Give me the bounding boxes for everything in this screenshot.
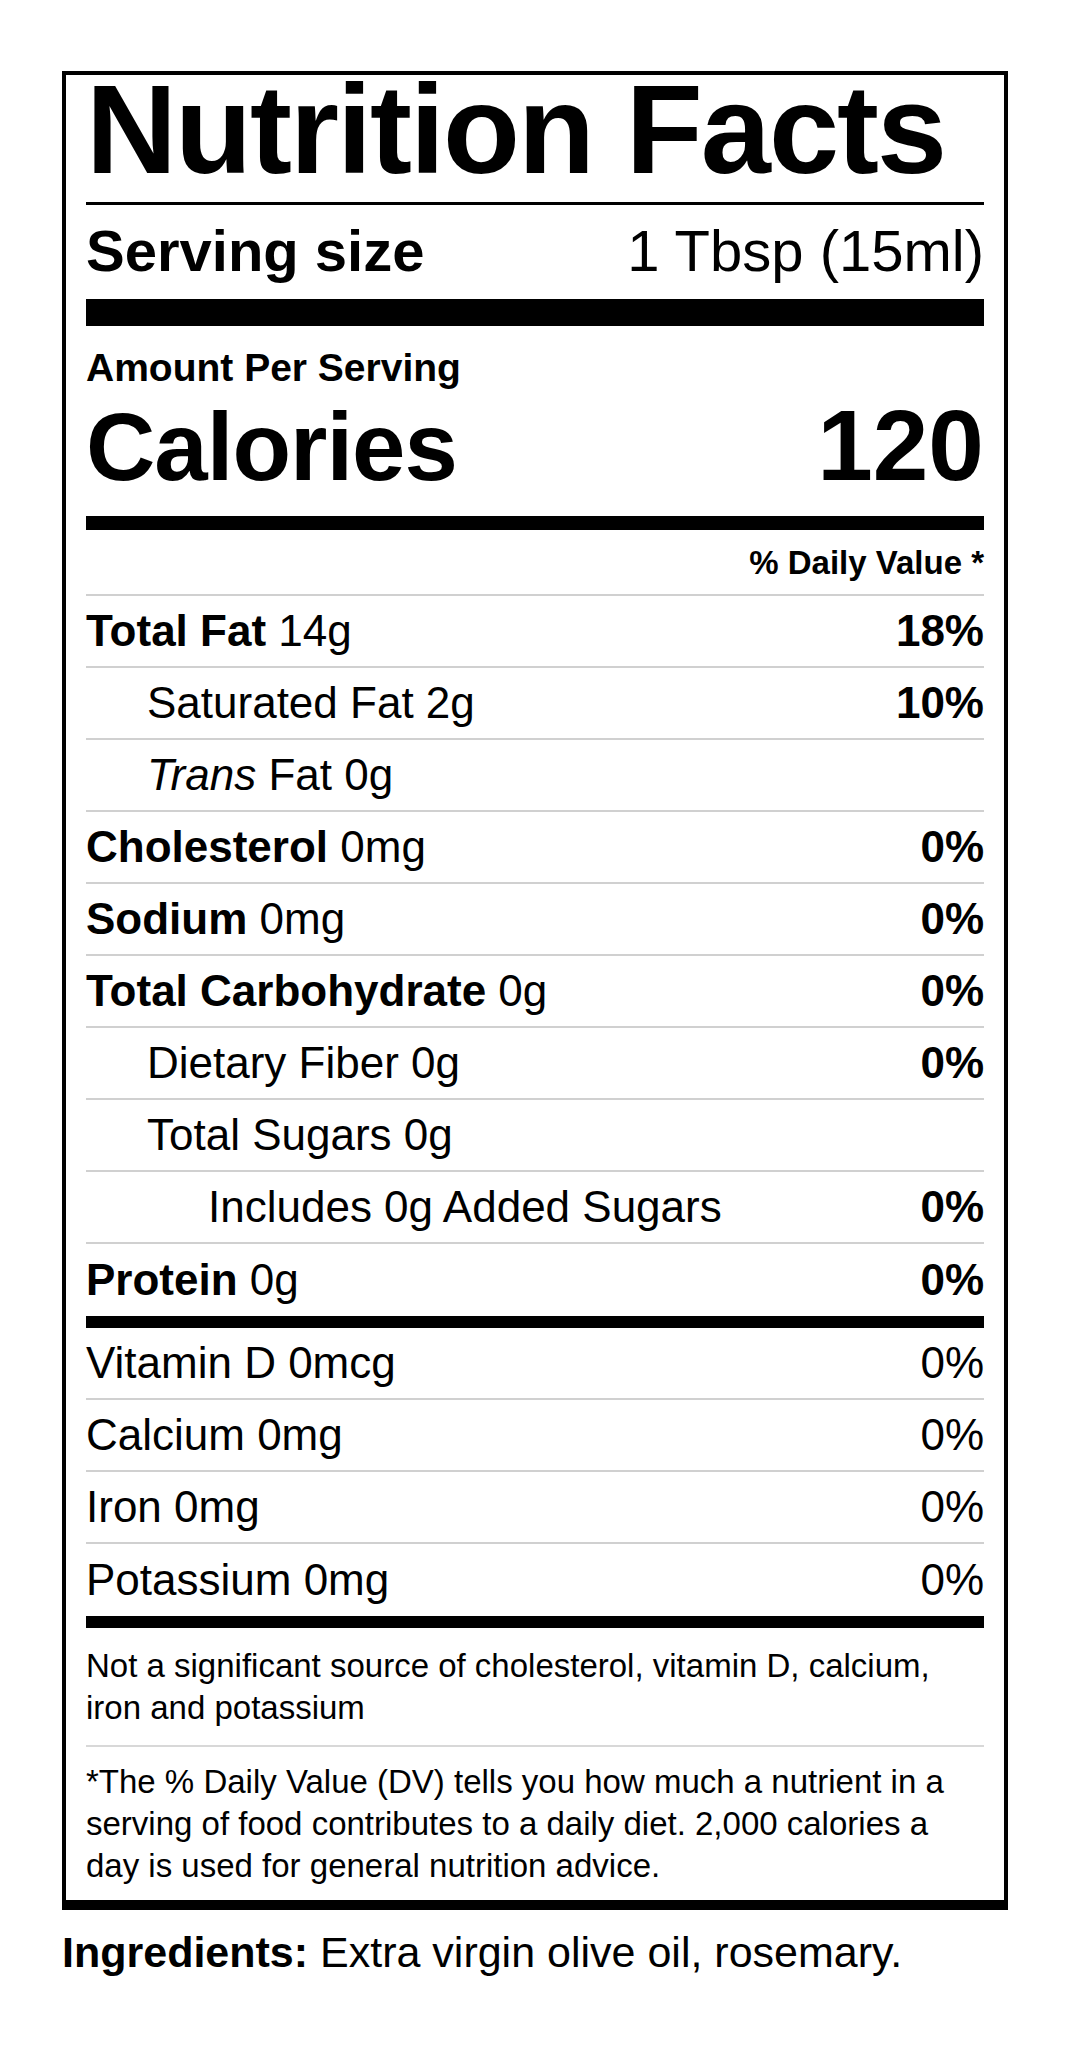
vitamin-label: Calcium 0mg <box>86 1413 343 1457</box>
nutrient-label: Dietary Fiber 0g <box>86 1041 460 1085</box>
serving-size-row: Serving size 1 Tbsp (15ml) <box>86 205 984 299</box>
footnote-not-significant: Not a significant source of cholesterol,… <box>86 1645 984 1729</box>
nutrient-label: Total Fat 14g <box>86 609 352 653</box>
daily-value-percent: 0% <box>920 1341 984 1385</box>
ingredients-value: Extra virgin olive oil, rosemary. <box>308 1928 902 1976</box>
daily-value-percent: 10% <box>896 681 984 725</box>
vitamin-row-calcium: Calcium 0mg 0% <box>86 1400 984 1472</box>
daily-value-percent: 0% <box>920 825 984 869</box>
vitamin-label: Vitamin D 0mcg <box>86 1341 396 1385</box>
nutrient-label: Sodium 0mg <box>86 897 345 941</box>
nutrient-row-sodium: Sodium 0mg 0% <box>86 884 984 956</box>
nutrient-row-trans-fat: Trans Fat 0g <box>86 740 984 812</box>
calories-label: Calories <box>86 399 457 495</box>
nutrient-label: Cholesterol 0mg <box>86 825 426 869</box>
nutrition-label-page: Nutrition Facts Serving size 1 Tbsp (15m… <box>0 0 1070 2048</box>
calories-value: 120 <box>817 395 984 495</box>
nutrient-row-saturated-fat: Saturated Fat 2g 10% <box>86 668 984 740</box>
vitamin-row-iron: Iron 0mg 0% <box>86 1472 984 1544</box>
daily-value-percent: 0% <box>920 1041 984 1085</box>
nutrient-row-total-sugars: Total Sugars 0g <box>86 1100 984 1172</box>
nutrient-row-total-fat: Total Fat 14g 18% <box>86 596 984 668</box>
nutrient-row-dietary-fiber: Dietary Fiber 0g 0% <box>86 1028 984 1100</box>
nutrient-row-added-sugars: Includes 0g Added Sugars 0% <box>86 1172 984 1244</box>
nutrient-row-total-carbohydrate: Total Carbohydrate 0g 0% <box>86 956 984 1028</box>
nutrient-label: Total Sugars 0g <box>86 1113 453 1157</box>
thick-divider-bar <box>86 299 984 326</box>
serving-size-value: 1 Tbsp (15ml) <box>627 222 984 280</box>
nutrient-label: Protein 0g <box>86 1258 299 1302</box>
amount-per-serving-label: Amount Per Serving <box>86 348 984 387</box>
vitamin-label: Potassium 0mg <box>86 1558 389 1602</box>
daily-value-percent: 18% <box>896 609 984 653</box>
daily-value-percent: 0% <box>920 1258 984 1302</box>
medium-divider-bar <box>86 516 984 530</box>
nutrient-row-protein: Protein 0g 0% <box>86 1244 984 1316</box>
daily-value-percent: 0% <box>920 897 984 941</box>
nutrition-label: Nutrition Facts Serving size 1 Tbsp (15m… <box>62 71 1008 1910</box>
daily-value-percent: 0% <box>920 1413 984 1457</box>
nutrient-label: Total Carbohydrate 0g <box>86 969 547 1013</box>
vitamin-row-vitamin-d: Vitamin D 0mcg 0% <box>86 1328 984 1400</box>
medium-divider-bar <box>86 1316 984 1328</box>
footnote-divider <box>86 1745 984 1747</box>
ingredients-line: Ingredients: Extra virgin olive oil, ros… <box>62 1928 1008 1977</box>
daily-value-percent: 0% <box>920 1485 984 1529</box>
medium-divider-bar <box>86 1616 984 1628</box>
calories-row: Calories 120 <box>86 395 984 495</box>
serving-size-label: Serving size <box>86 222 424 280</box>
nutrient-label: Trans Fat 0g <box>86 753 393 797</box>
vitamin-row-potassium: Potassium 0mg 0% <box>86 1544 984 1616</box>
label-title: Nutrition Facts <box>86 67 984 193</box>
footnote-daily-value-explanation: *The % Daily Value (DV) tells you how mu… <box>86 1761 984 1887</box>
nutrient-label: Includes 0g Added Sugars <box>86 1185 722 1229</box>
daily-value-header: % Daily Value * <box>86 530 984 596</box>
daily-value-percent: 0% <box>920 1185 984 1229</box>
nutrient-label: Saturated Fat 2g <box>86 681 475 725</box>
daily-value-percent: 0% <box>920 969 984 1013</box>
vitamin-label: Iron 0mg <box>86 1485 260 1529</box>
ingredients-label: Ingredients: <box>62 1928 308 1976</box>
nutrient-row-cholesterol: Cholesterol 0mg 0% <box>86 812 984 884</box>
daily-value-percent: 0% <box>920 1558 984 1602</box>
